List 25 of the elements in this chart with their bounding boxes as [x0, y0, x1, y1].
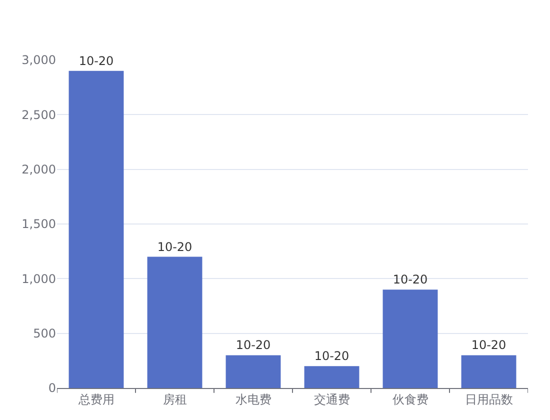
y-tick-label: 1,000: [22, 272, 56, 286]
data-label: 10-20: [78, 54, 114, 68]
data-label: 10-20: [157, 240, 192, 254]
bar: [461, 355, 516, 388]
y-tick-label: 2,500: [22, 108, 56, 122]
bar: [226, 355, 281, 388]
data-label: 10-20: [236, 338, 271, 352]
y-tick-label: 500: [33, 326, 56, 341]
x-tick-label: 水电费: [235, 392, 272, 406]
x-tick-label: 交通费: [314, 392, 350, 406]
bar: [382, 290, 438, 388]
x-tick-label: 总费用: [77, 392, 114, 406]
y-tick-label: 0: [48, 381, 56, 396]
y-tick-label: 2,000: [22, 162, 56, 177]
data-label: 10-20: [392, 272, 428, 287]
x-tick-label: 伙食费: [392, 392, 428, 406]
bar: [304, 366, 360, 388]
data-label: 10-20: [314, 349, 350, 364]
x-tick-label: 房租: [162, 392, 187, 406]
data-label: 10-20: [471, 338, 506, 352]
y-tick-label: 3,000: [22, 53, 56, 68]
x-tick-label: 日用品数: [464, 392, 513, 406]
bar: [68, 70, 124, 388]
y-tick-label: 1,500: [22, 217, 56, 232]
bar: [147, 256, 202, 388]
